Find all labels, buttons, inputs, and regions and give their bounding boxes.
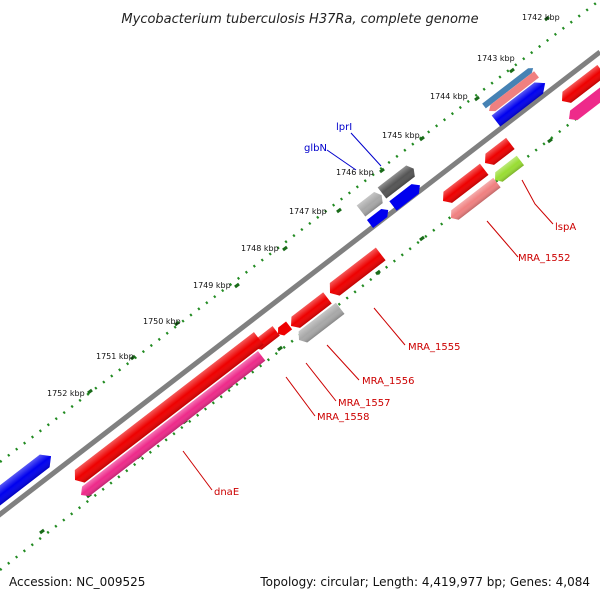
scale-label: 1745 kbp bbox=[382, 131, 420, 140]
gene-label-dnaE: dnaE bbox=[214, 487, 239, 498]
gene-label-MRA-1552: MRA_1552 bbox=[518, 253, 570, 264]
gene-blue-left bbox=[0, 454, 52, 507]
scale-label: 1744 kbp bbox=[430, 92, 468, 101]
gene-top-right-pink bbox=[569, 83, 600, 121]
outer-kbp-ticks bbox=[87, 15, 550, 395]
gene-salmon-top bbox=[489, 71, 539, 112]
MRA-1557-leader bbox=[305, 362, 337, 402]
gene-label-MRA-1556: MRA_1556 bbox=[362, 376, 414, 387]
gene-MRA-1557 bbox=[278, 321, 293, 336]
glbN-leader bbox=[326, 149, 357, 171]
MRA-1558-leader bbox=[285, 376, 316, 417]
MRA-1555-leader bbox=[373, 307, 406, 346]
gene-lspA-red bbox=[485, 137, 515, 165]
gene-label-MRA-1555: MRA_1555 bbox=[408, 342, 460, 353]
forward-genes bbox=[0, 68, 534, 507]
MRA-1556-leader bbox=[326, 344, 360, 381]
gene-label-lspA: lspA bbox=[555, 222, 576, 233]
gene-MRA-1552 bbox=[451, 177, 501, 220]
scale-label: 1748 kbp bbox=[241, 244, 279, 253]
gene-red-mid bbox=[443, 163, 489, 203]
lspA-leader bbox=[521, 179, 554, 225]
scale-label: 1750 kbp bbox=[143, 317, 181, 326]
genome-backbone bbox=[0, 50, 600, 518]
gene-label-MRA-1557: MRA_1557 bbox=[338, 398, 390, 409]
gene-blue-small-2 bbox=[366, 209, 389, 228]
gene-label-MRA-1558: MRA_1558 bbox=[317, 412, 369, 423]
gene-steelblue bbox=[482, 68, 534, 109]
gene-MRA-1555b bbox=[291, 292, 332, 328]
gene-top-right-red bbox=[562, 64, 600, 103]
scale-label: 1746 kbp bbox=[336, 168, 374, 177]
MRA-1552-leader bbox=[486, 220, 519, 258]
scale-label: 1747 kbp bbox=[289, 207, 327, 216]
scale-label: 1749 kbp bbox=[193, 281, 231, 290]
reverse-genes bbox=[74, 64, 600, 497]
gene-label-lprI: lprI bbox=[336, 122, 352, 133]
map-title: Mycobacterium tuberculosis H37Ra, comple… bbox=[121, 12, 478, 27]
scale-label: 1751 kbp bbox=[96, 352, 134, 361]
gene-blue-top bbox=[491, 82, 546, 127]
gene-glbN bbox=[356, 192, 383, 217]
accession-text: Accession: NC_009525 bbox=[9, 575, 146, 589]
gene-lprI bbox=[377, 165, 415, 199]
gene-MRA-1556 bbox=[298, 302, 345, 343]
scale-label: 1743 kbp bbox=[477, 54, 515, 63]
gene-pink-long bbox=[81, 351, 266, 497]
gene-dnaE bbox=[74, 332, 264, 483]
outer-dotted-scale bbox=[0, 0, 600, 463]
gene-labels: lprI glbN lspA MRA_1552 MRA_1555 MRA_155… bbox=[214, 122, 576, 498]
dnaE-leader bbox=[182, 450, 213, 491]
label-leaders bbox=[182, 132, 554, 491]
gene-label-glbN: glbN bbox=[304, 143, 327, 154]
gene-lspA bbox=[495, 155, 525, 182]
scale-label: 1752 kbp bbox=[47, 389, 85, 398]
topology-text: Topology: circular; Length: 4,419,977 bp… bbox=[260, 575, 590, 589]
scale-label: 1742 kbp bbox=[522, 13, 560, 22]
gene-MRA-1555 bbox=[329, 247, 386, 296]
scale-labels: 1742 kbp 1743 kbp 1744 kbp 1745 kbp 1746… bbox=[47, 13, 560, 398]
gene-blue-small-1 bbox=[389, 184, 420, 211]
lprI-leader bbox=[350, 132, 382, 167]
